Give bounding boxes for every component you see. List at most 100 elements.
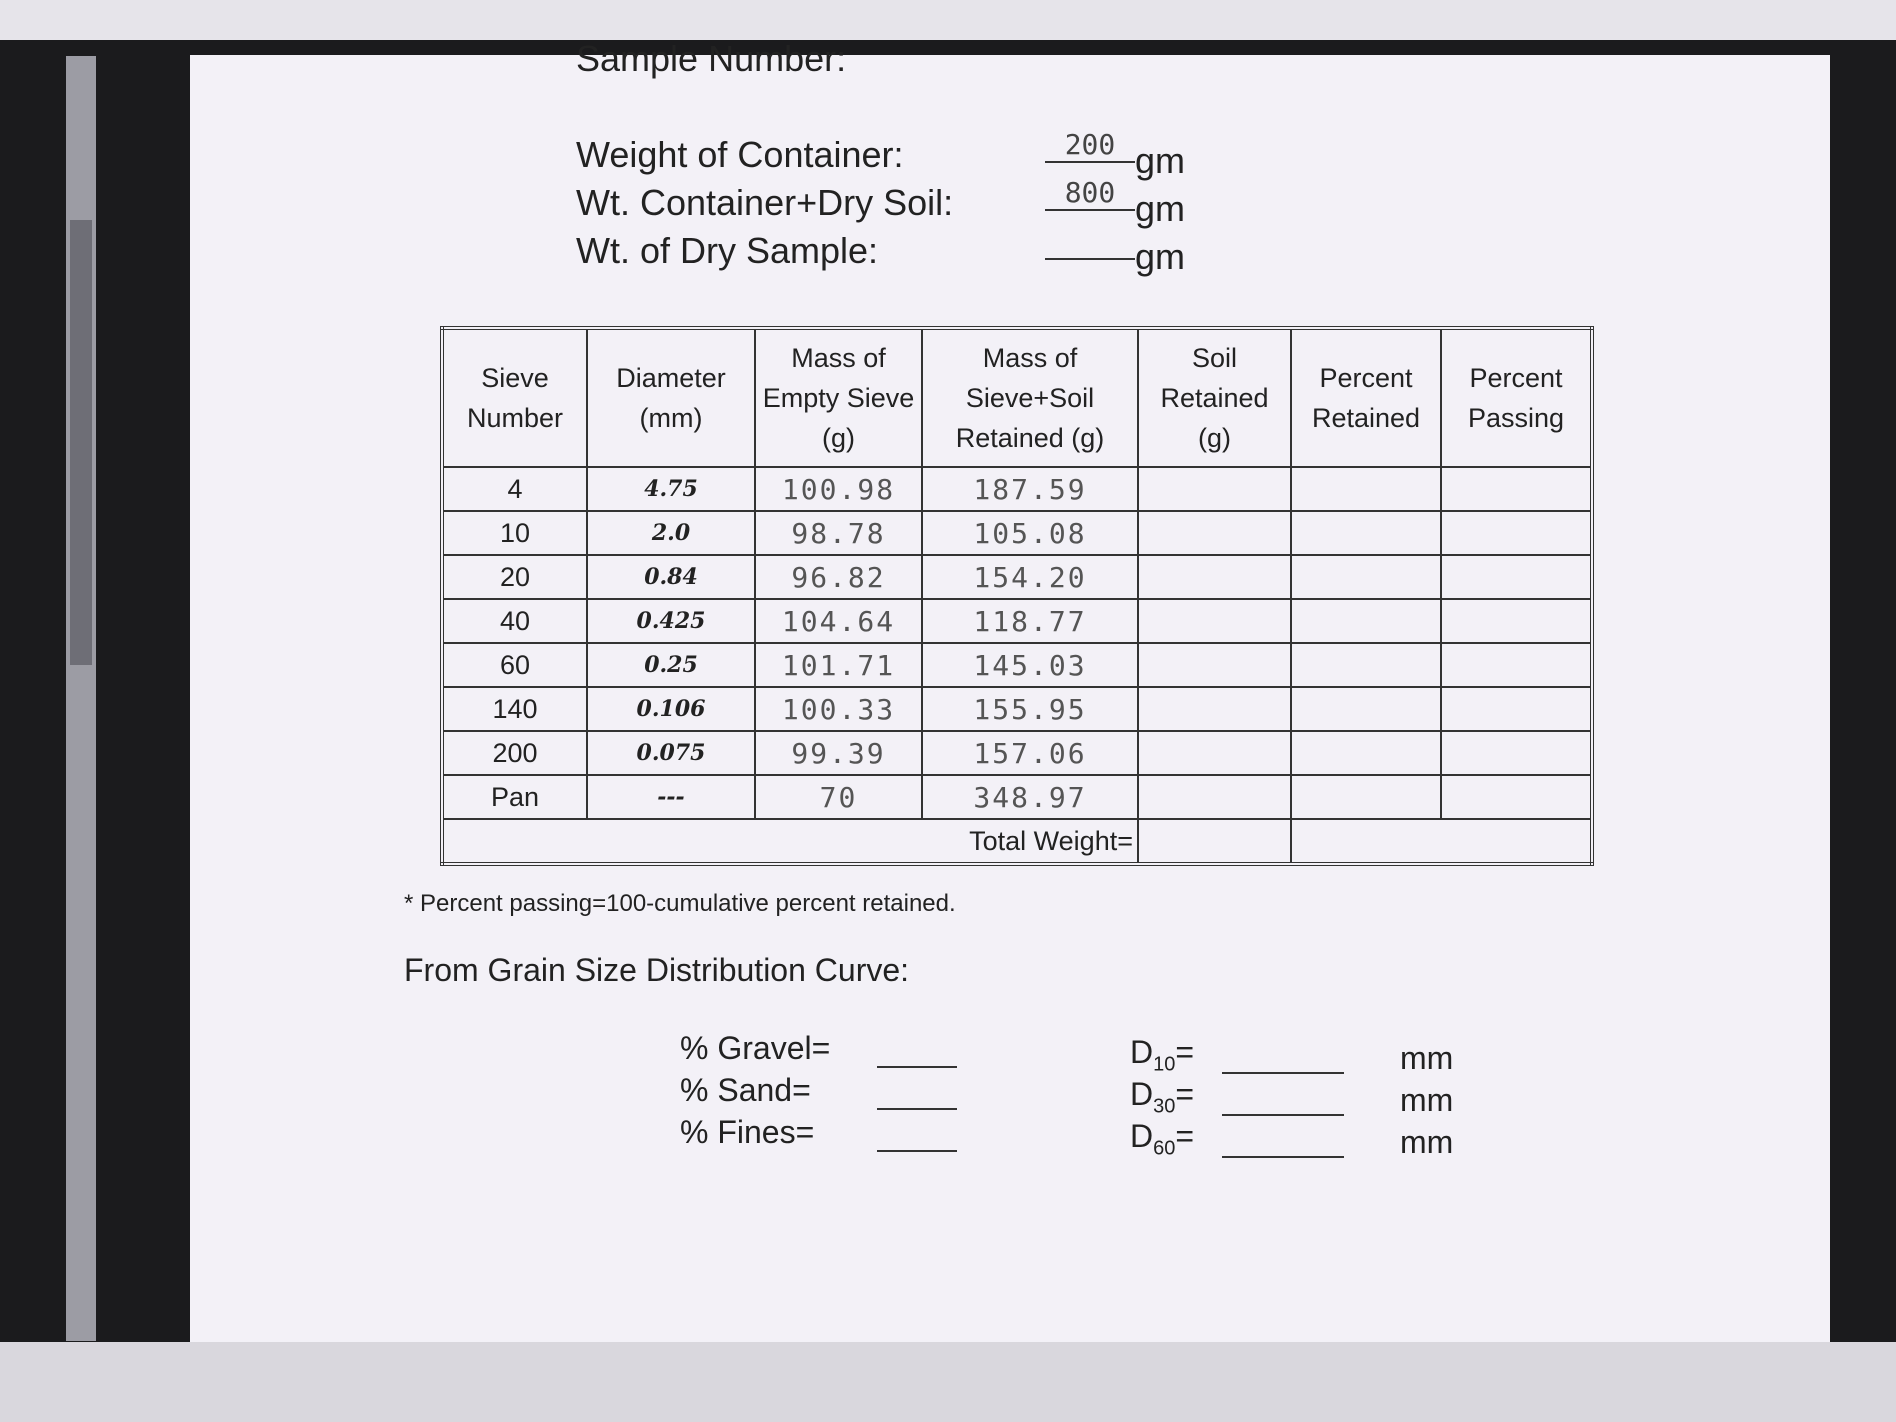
cell: 40 — [441, 598, 588, 644]
cell: 101.71 — [754, 642, 923, 688]
total-label: Total Weight= — [441, 818, 1139, 865]
cell: 98.78 — [754, 510, 923, 556]
subscript: 60 — [1153, 1137, 1176, 1160]
cell: 155.95 — [921, 686, 1139, 732]
empty-cell — [1137, 818, 1292, 865]
answer-blank — [1222, 1154, 1344, 1158]
empty-cell — [1290, 774, 1442, 820]
total-row: Total Weight= — [441, 818, 1593, 865]
section-title: From Grain Size Distribution Curve: — [404, 952, 910, 988]
cell: 99.39 — [754, 730, 923, 776]
diameter-label: D10= — [1130, 1034, 1194, 1076]
cell: 0.425 — [586, 598, 756, 644]
answer-blank — [877, 1106, 957, 1110]
cell: 0.25 — [586, 642, 756, 688]
cell: 60 — [441, 642, 588, 688]
weight-value: 800 — [1045, 176, 1135, 211]
weight-label: Weight of Container: — [576, 134, 904, 175]
empty-cell — [1440, 554, 1593, 600]
empty-cell — [1137, 598, 1292, 644]
column-header: Diameter (mm) — [586, 327, 756, 468]
symbol: D — [1130, 1034, 1154, 1070]
empty-cell — [1290, 466, 1442, 512]
data-table: Sieve Number Diameter (mm) Mass of Empty S… — [440, 326, 1594, 866]
symbol: D — [1130, 1076, 1154, 1112]
empty-cell — [1137, 686, 1292, 732]
answer-blank — [877, 1148, 957, 1152]
unit: gm — [1135, 188, 1186, 229]
unit: gm — [1135, 236, 1186, 277]
empty-cell — [1440, 598, 1593, 644]
cell: 70 — [754, 774, 923, 820]
empty-cell — [1290, 554, 1442, 600]
percent-label: % Gravel= — [680, 1030, 831, 1066]
answer-blank — [1222, 1070, 1344, 1074]
cell: 200 — [441, 730, 588, 776]
table-row: 140 0.106 100.33 155.95 — [441, 686, 1593, 732]
cell: 105.08 — [921, 510, 1139, 556]
header-row: Sieve Number Diameter (mm) Mass of Empty S… — [441, 327, 1593, 468]
unit: mm — [1400, 1082, 1454, 1118]
cell: 96.82 — [754, 554, 923, 600]
weight-value: 200 — [1045, 128, 1135, 163]
empty-cell — [1137, 774, 1292, 820]
cell: 100.98 — [754, 466, 923, 512]
subscript: 10 — [1153, 1053, 1176, 1076]
empty-cell — [1137, 642, 1292, 688]
sample-number: Sample Number: — [576, 38, 847, 79]
cell: 4 — [441, 466, 588, 512]
empty-cell — [1290, 642, 1442, 688]
table-row: 4 4.75 100.98 187.59 — [441, 466, 1593, 512]
cell: 348.97 — [921, 774, 1139, 820]
empty-cell — [1440, 730, 1593, 776]
cell: 187.59 — [921, 466, 1139, 512]
cell: 4.75 — [586, 466, 756, 512]
cell: 118.77 — [921, 598, 1139, 644]
browser-bar — [0, 0, 1896, 40]
column-header: Percent Passing — [1440, 327, 1593, 468]
column-header: Mass of Empty Sieve (g) — [754, 327, 923, 468]
sign: = — [1175, 1076, 1195, 1112]
cell: 0.84 — [586, 554, 756, 600]
column-header: Sieve Number — [441, 327, 588, 468]
table-row: Pan --- 70 348.97 — [441, 774, 1593, 820]
empty-cell — [1440, 686, 1593, 732]
cell: 0.106 — [586, 686, 756, 732]
symbol: D — [1130, 1118, 1154, 1154]
empty-cell — [1440, 642, 1593, 688]
percent-label: % Fines= — [680, 1114, 815, 1150]
table-row: 200 0.075 99.39 157.06 — [441, 730, 1593, 776]
footnote: * Percent passing=100-cumulative percent… — [404, 890, 956, 917]
empty-cell — [1440, 466, 1593, 512]
answer-blank — [877, 1064, 957, 1068]
sign: = — [1175, 1118, 1195, 1154]
empty-cell — [1290, 510, 1442, 556]
cell: 100.33 — [754, 686, 923, 732]
empty-cell — [1137, 730, 1292, 776]
column-header: Percent Retained — [1290, 327, 1442, 468]
taskbar — [0, 1342, 1896, 1422]
cell: 10 — [441, 510, 588, 556]
cell: 0.075 — [586, 730, 756, 776]
empty-cell — [1440, 510, 1593, 556]
table-row: 10 2.0 98.78 105.08 — [441, 510, 1593, 556]
unit: gm — [1135, 140, 1186, 181]
cell: 104.64 — [754, 598, 923, 644]
empty-cell — [1440, 774, 1593, 820]
empty-cell — [1137, 510, 1292, 556]
sign: = — [1175, 1034, 1195, 1070]
scroll-thumb[interactable] — [70, 220, 92, 665]
empty-cell — [1290, 686, 1442, 732]
subscript: 30 — [1153, 1095, 1176, 1118]
percent-label: % Sand= — [680, 1072, 811, 1108]
empty-cell — [1290, 818, 1593, 865]
diameter-label: D30= — [1130, 1076, 1194, 1118]
weight-label: Wt. of Dry Sample: — [576, 230, 879, 271]
weight-label: Wt. Container+Dry Soil: — [576, 182, 954, 223]
column-header: Mass of Sieve+Soil Retained (g) — [921, 327, 1139, 468]
column-header: Soil Retained (g) — [1137, 327, 1292, 468]
cell: 140 — [441, 686, 588, 732]
diameter-label: D60= — [1130, 1118, 1194, 1160]
cell: --- — [586, 774, 756, 820]
